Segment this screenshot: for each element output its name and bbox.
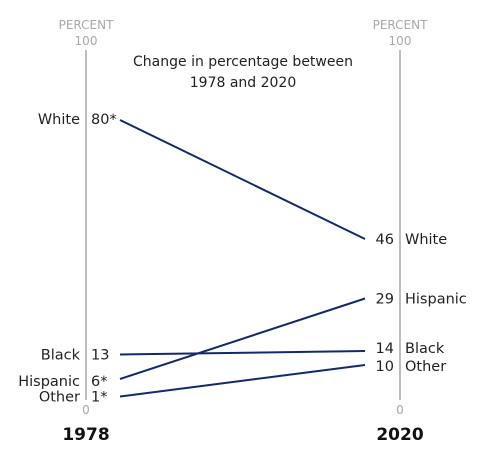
series-name-start-hispanic: Hispanic bbox=[18, 374, 80, 390]
chart-title-line-2: 1978 and 2020 bbox=[190, 75, 297, 91]
data-label-end-hispanic: 29 bbox=[376, 292, 394, 308]
series-line-hispanic bbox=[119, 297, 366, 380]
data-label-end-other: 10 bbox=[376, 359, 394, 375]
year-label-end: 2020 bbox=[376, 425, 423, 445]
left-axis-unit: PERCENT bbox=[59, 18, 114, 32]
series-line-other bbox=[119, 364, 366, 398]
data-label-start-white: 80* bbox=[91, 112, 117, 128]
series-name-start-other: Other bbox=[39, 390, 80, 406]
data-label-start-black: 13 bbox=[91, 348, 109, 364]
series-name-start-white: White bbox=[38, 112, 80, 128]
series-line-black bbox=[119, 350, 366, 356]
right-axis-unit: PERCENT bbox=[373, 18, 428, 32]
left-axis-min: 0 bbox=[82, 403, 90, 417]
series-name-end-other: Other bbox=[405, 359, 446, 375]
series-name-end-white: White bbox=[405, 232, 447, 248]
year-label-start: 1978 bbox=[62, 425, 109, 445]
series-line-white bbox=[119, 119, 366, 240]
data-label-end-black: 14 bbox=[376, 341, 394, 357]
right-axis-max: 100 bbox=[389, 34, 412, 48]
series-marks: White 80* 46 White Black 13 14 Black Hispanic 6* 2… bbox=[18, 112, 467, 406]
left-axis-max: 100 bbox=[75, 34, 98, 48]
right-axis-min: 0 bbox=[396, 403, 404, 417]
series-name-end-black: Black bbox=[405, 341, 445, 357]
chart-title-line-1: Change in percentage between bbox=[133, 54, 353, 70]
data-label-start-other: 1* bbox=[91, 390, 107, 406]
data-label-end-white: 46 bbox=[376, 232, 394, 248]
series-name-start-black: Black bbox=[41, 348, 81, 364]
data-label-start-hispanic: 6* bbox=[91, 374, 107, 390]
series-name-end-hispanic: Hispanic bbox=[405, 292, 467, 308]
